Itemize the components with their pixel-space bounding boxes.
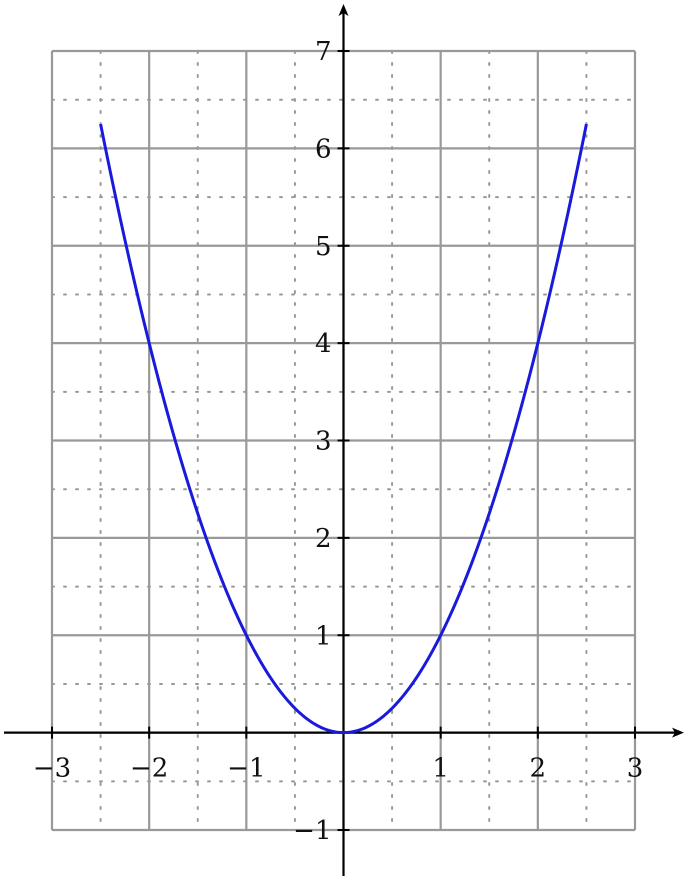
y-tick-label: 6 [315,134,332,164]
y-tick-label: 1 [315,621,332,651]
tick-labels: −3 −2 −1 1 2 3 −1 1 2 3 4 5 6 7 [33,37,643,846]
y-tick-label: 3 [315,427,332,457]
y-tick-label: 5 [315,232,332,262]
y-tick-label: −1 [293,816,331,846]
x-axis-arrow [672,727,684,738]
x-tick-label: 2 [530,754,547,784]
x-tick-label: 1 [432,754,449,784]
x-tick-label: −1 [227,754,265,784]
series-line-x-squared [99,123,588,735]
x-tick-label: −2 [130,754,168,784]
series-group [99,123,588,735]
y-axis-arrow [338,4,349,16]
x-tick-label: 3 [627,754,644,784]
y-tick-label: 4 [315,329,332,359]
x-tick-label: −3 [33,754,71,784]
y-tick-label: 7 [315,37,332,67]
y-tick-label: 2 [315,524,332,554]
